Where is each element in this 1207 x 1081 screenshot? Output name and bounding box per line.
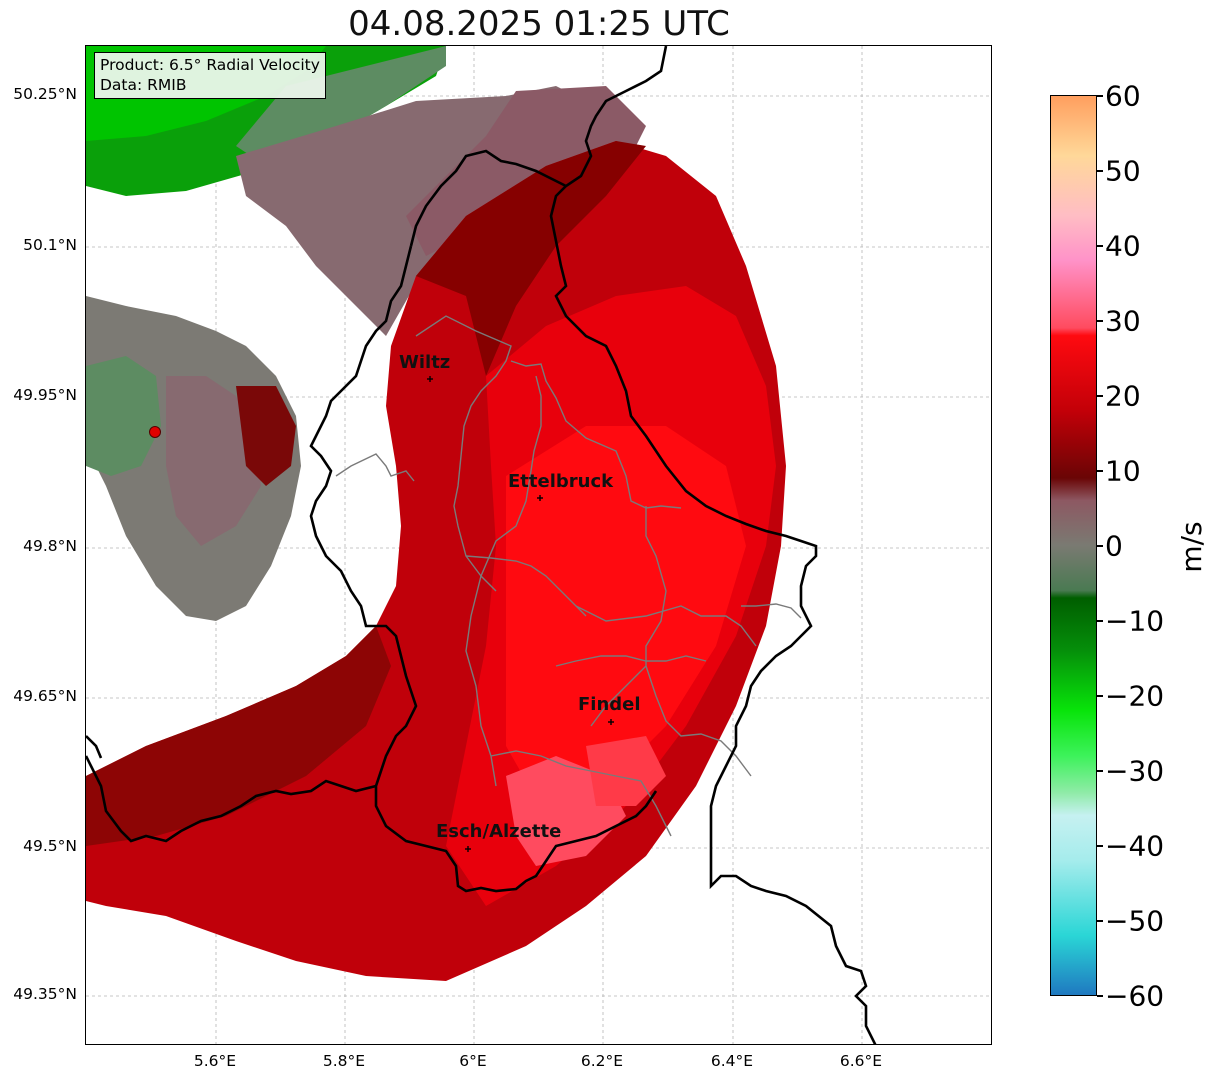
lat-tick: 50.25°N [13, 85, 77, 103]
city-label-esch: Esch/Alzette [436, 821, 562, 842]
colorbar-tick-label: −60 [1105, 979, 1165, 1013]
lat-tick: 50.1°N [23, 236, 77, 254]
lon-tick: 6°E [459, 1052, 487, 1070]
lon-tick: 5.6°E [193, 1052, 237, 1070]
colorbar-gradient [1050, 95, 1097, 996]
colorbar-tick-mark [1097, 920, 1103, 922]
product-label: Product: 6.5° Radial Velocity [100, 56, 320, 74]
colorbar-tick-mark [1097, 770, 1103, 772]
colorbar-tick-mark [1097, 395, 1103, 397]
lon-tick: 5.8°E [322, 1052, 366, 1070]
radar-map [86, 46, 991, 1044]
colorbar-tick-mark [1097, 845, 1103, 847]
canton-borders [335, 315, 802, 837]
colorbar-tick-label: 60 [1105, 79, 1141, 113]
city-label-ettelbruck: Ettelbruck [508, 471, 614, 492]
colorbar-tick-mark [1097, 95, 1103, 97]
colorbar-tick-label: −30 [1105, 754, 1165, 788]
lat-tick: 49.8°N [23, 537, 77, 555]
lat-tick: 49.35°N [13, 985, 77, 1003]
colorbar-tick-label: −20 [1105, 679, 1165, 713]
national-borders [86, 46, 877, 1044]
colorbar-tick-mark [1097, 545, 1103, 547]
colorbar-tick-mark [1097, 245, 1103, 247]
colorbar-tick-label: 40 [1105, 229, 1141, 263]
colorbar-tick-label: 20 [1105, 379, 1141, 413]
near-radar-clutter [86, 296, 301, 621]
product-info-box: Product: 6.5° Radial Velocity Data: RMIB [94, 52, 326, 99]
lon-tick: 6.4°E [710, 1052, 754, 1070]
lat-tick: 49.65°N [13, 687, 77, 705]
transition-echo [236, 86, 646, 336]
colorbar-tick-mark [1097, 995, 1103, 997]
colorbar-tick-mark [1097, 170, 1103, 172]
colorbar-tick-mark [1097, 320, 1103, 322]
lon-tick: 6.2°E [580, 1052, 624, 1070]
colorbar-tick-label: −50 [1105, 904, 1165, 938]
colorbar-tick-label: −40 [1105, 829, 1165, 863]
radar-site-marker [149, 426, 161, 438]
colorbar-tick-label: 0 [1105, 529, 1123, 563]
colorbar-tick-label: 50 [1105, 154, 1141, 188]
colorbar-tick-mark [1097, 695, 1103, 697]
lat-tick: 49.95°N [13, 386, 77, 404]
map-panel[interactable]: Wiltz Ettelbruck Findel Esch/Alzette [85, 45, 992, 1045]
city-label-wiltz: Wiltz [399, 352, 451, 373]
colorbar-tick-label: −10 [1105, 604, 1165, 638]
inbound-echo [86, 141, 786, 981]
colorbar-tick-label: 30 [1105, 304, 1141, 338]
data-source-label: Data: RMIB [100, 76, 187, 94]
colorbar-tick-mark [1097, 470, 1103, 472]
colorbar-tick-mark [1097, 620, 1103, 622]
map-title: 04.08.2025 01:25 UTC [348, 4, 730, 44]
colorbar-tick-label: 10 [1105, 454, 1141, 488]
lon-tick: 6.6°E [839, 1052, 883, 1070]
city-label-findel: Findel [578, 694, 641, 715]
lat-tick: 49.5°N [23, 837, 77, 855]
colorbar [1050, 95, 1097, 996]
city-markers [427, 376, 614, 852]
colorbar-unit-label: m/s [1175, 521, 1207, 573]
